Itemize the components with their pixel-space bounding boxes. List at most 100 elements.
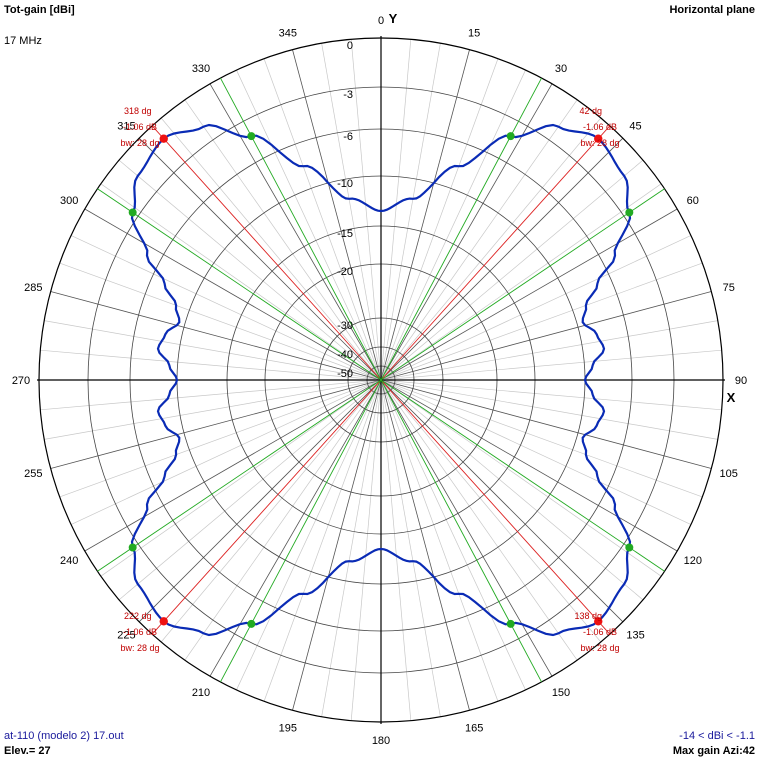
grid-spoke (321, 379, 382, 717)
grid-spoke (380, 379, 602, 643)
grid-spoke (380, 379, 499, 702)
lobe-gain-label: -1.06 dB (583, 627, 617, 637)
azimuth-tick-label: 120 (684, 555, 702, 567)
radial-tick-label: 0 (347, 40, 353, 52)
grid-spoke (380, 379, 712, 469)
beam-lines (97, 77, 665, 683)
grid-spoke (380, 69, 526, 381)
beamwidth-line (380, 379, 542, 683)
azimuth-tick-label: 90 (735, 375, 747, 387)
lobe-beamwidth-label: bw: 28 dg (580, 138, 619, 148)
radial-tick-label: -20 (337, 266, 353, 278)
grid-spoke (350, 39, 382, 381)
max-gain-point (594, 134, 603, 143)
grid-spoke (350, 379, 382, 721)
grid-spoke (380, 43, 441, 381)
grid-spoke (380, 291, 712, 381)
grid-spoke (380, 379, 578, 661)
grid-spoke (380, 379, 662, 577)
grid-spoke (292, 379, 382, 711)
grid-spoke (100, 183, 382, 381)
chart-quantity-label: Tot-gain [dBi] (4, 4, 75, 16)
max-gain-label: Max gain Azi:42 (672, 745, 755, 757)
azimuth-tick-label: 195 (279, 723, 297, 735)
polar-grid (37, 36, 725, 724)
azimuth-tick-label: 210 (192, 687, 210, 699)
grid-spoke (380, 379, 644, 601)
grid-spoke (380, 379, 624, 623)
half-power-point (625, 208, 634, 217)
grid-spoke (380, 99, 578, 381)
grid-spoke (118, 379, 382, 601)
lobe-gain-label: -1.06 dB (123, 122, 157, 132)
lobe-azimuth-label: 138 dg (574, 611, 602, 621)
lobe-azimuth-label: 42 dg (579, 106, 602, 116)
x-axis-label: X (727, 390, 736, 405)
grid-spoke (380, 83, 553, 381)
frequency-label: 17 MHz (4, 35, 42, 47)
beamwidth-line (220, 379, 382, 683)
azimuth-tick-label: 345 (279, 27, 297, 39)
grid-spoke (380, 379, 722, 411)
grid-spoke (380, 379, 692, 525)
beamwidth-line (380, 379, 665, 572)
azimuth-tick-label: 30 (555, 63, 567, 75)
azimuth-tick-label: 135 (626, 630, 644, 642)
grid-spoke (160, 117, 382, 381)
grid-spoke (40, 379, 382, 411)
grid-spoke (380, 349, 722, 381)
grid-spoke (236, 69, 382, 381)
half-power-point (247, 619, 256, 628)
grid-spoke (380, 379, 441, 717)
lobe-gain-label: -1.06 dB (123, 627, 157, 637)
grid-spoke (380, 379, 470, 711)
grid-spoke (138, 379, 382, 623)
max-gain-line (151, 379, 382, 635)
half-power-point (128, 543, 137, 552)
grid-spoke (380, 117, 602, 381)
lobe-azimuth-label: 318 dg (124, 106, 152, 116)
max-gain-line (380, 125, 611, 381)
half-power-point (506, 619, 515, 628)
half-power-point (506, 132, 515, 141)
radial-tick-label: -15 (337, 228, 353, 240)
file-label: at-110 (modelo 2) 17.out (4, 730, 124, 742)
grid-spoke (380, 262, 703, 381)
azimuth-tick-label: 330 (192, 63, 210, 75)
half-power-point (247, 132, 256, 141)
azimuth-tick-label: 180 (372, 735, 390, 747)
azimuth-tick-label: 150 (552, 687, 570, 699)
azimuth-tick-label: 255 (24, 468, 42, 480)
grid-spoke (44, 320, 382, 381)
grid-spoke (292, 49, 382, 381)
grid-spoke (160, 379, 382, 643)
grid-spoke (84, 208, 382, 381)
beamwidth-line (220, 77, 382, 381)
radial-tick-label: -40 (337, 349, 353, 361)
azimuth-tick-label: 225 (117, 630, 135, 642)
gain-range-label: -14 < dBi < -1.1 (679, 730, 755, 742)
grid-spoke (380, 379, 553, 677)
lobe-beamwidth-label: bw: 28 dg (120, 643, 159, 653)
azimuth-tick-label: 105 (720, 468, 738, 480)
grid-spoke (380, 320, 718, 381)
grid-spoke (209, 379, 382, 677)
beamwidth-line (97, 188, 382, 381)
lobe-azimuth-label: 222 dg (124, 611, 152, 621)
azimuth-tick-label: 165 (465, 723, 483, 735)
grid-spoke (380, 39, 412, 381)
grid-spoke (380, 58, 499, 381)
max-gain-point (594, 617, 603, 626)
grid-spoke (184, 379, 382, 661)
grid-spoke (50, 291, 382, 381)
grid-spoke (100, 379, 382, 577)
grid-spoke (380, 208, 678, 381)
half-power-point (128, 208, 137, 217)
max-gain-line (151, 125, 382, 381)
grid-spoke (380, 235, 692, 381)
azimuth-tick-label: 15 (468, 27, 480, 39)
grid-spoke (70, 379, 382, 525)
beamwidth-line (380, 188, 665, 381)
grid-spoke (209, 83, 382, 381)
